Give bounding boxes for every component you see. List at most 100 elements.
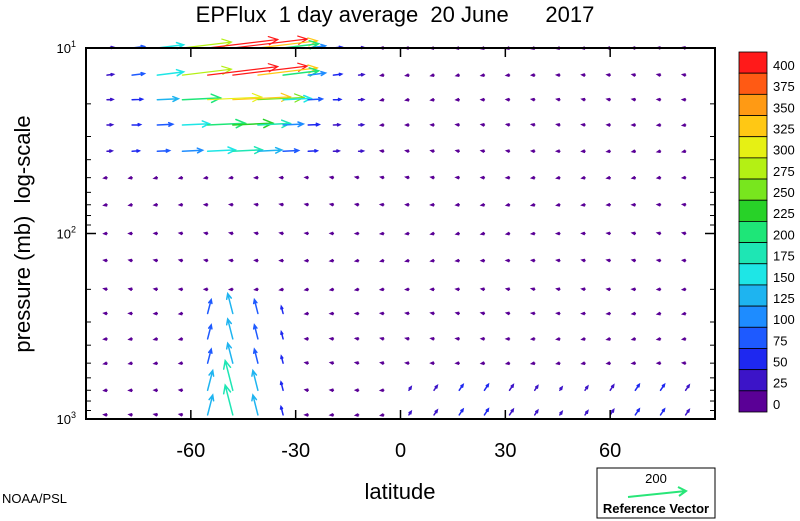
flux-arrow — [655, 123, 662, 127]
flux-arrow — [508, 407, 515, 416]
flux-arrow — [127, 231, 133, 236]
flux-arrow — [529, 287, 536, 291]
flux-arrow — [429, 149, 435, 153]
flux-arrow — [634, 382, 641, 392]
flux-arrow — [332, 123, 342, 127]
flux-arrow — [580, 203, 586, 207]
flux-arrow — [353, 175, 360, 180]
flux-arrow — [177, 337, 184, 341]
flux-arrow — [253, 202, 259, 207]
colorbar-swatch — [738, 369, 768, 392]
flux-arrow — [102, 337, 108, 341]
flux-arrow — [580, 231, 586, 236]
flux-arrow — [655, 149, 662, 154]
flux-arrow — [404, 311, 410, 316]
colorbar-swatch — [738, 115, 768, 138]
flux-arrow — [605, 123, 611, 127]
flux-arrow — [580, 337, 586, 341]
flux-arrow — [227, 287, 234, 292]
flux-arrow — [680, 202, 687, 207]
flux-arrow — [630, 97, 637, 102]
chart-title: EPFlux 1 day average 20 June 2017 — [196, 2, 595, 27]
flux-arrow — [454, 258, 460, 263]
flux-arrow — [555, 203, 561, 207]
flux-arrow — [634, 407, 641, 416]
flux-arrow — [357, 97, 366, 102]
flux-arrow — [282, 148, 301, 154]
colorbar-label: 100 — [773, 312, 795, 327]
flux-arrow — [479, 175, 486, 180]
flux-arrow — [181, 65, 233, 76]
flux-arrow — [328, 258, 335, 263]
flux-arrow — [127, 203, 133, 207]
colorbar-label: 0 — [773, 397, 780, 412]
x-tick-label: 60 — [599, 440, 621, 462]
flux-arrow — [483, 382, 490, 392]
flux-arrow — [206, 118, 248, 129]
flux-arrow — [127, 311, 133, 316]
flux-arrow — [580, 287, 586, 291]
flux-arrow — [655, 231, 662, 236]
colorbar-label: 200 — [773, 227, 795, 242]
flux-arrow — [227, 258, 234, 263]
colorbar-label: 125 — [773, 291, 795, 306]
flux-arrow — [353, 361, 360, 365]
flux-arrow — [680, 287, 687, 292]
flux-arrow — [328, 287, 335, 292]
flux-arrow — [454, 73, 460, 77]
flux-arrow — [655, 287, 662, 292]
flux-arrow — [580, 176, 586, 180]
flux-arrow — [378, 311, 385, 316]
flux-arrow — [529, 361, 536, 366]
flux-arrow — [454, 311, 460, 316]
flux-arrow — [206, 393, 215, 416]
flux-arrow — [630, 287, 637, 292]
flux-arrow — [156, 148, 172, 153]
colorbar: 4003753503253002752502252001751501251007… — [738, 51, 795, 413]
x-axis-ticks: -60 -30 0 30 60 — [176, 48, 621, 462]
flux-arrow — [454, 337, 460, 341]
flux-arrow — [253, 175, 259, 180]
flux-arrow — [504, 203, 511, 207]
flux-arrow — [102, 258, 108, 263]
flux-arrow — [630, 73, 637, 77]
x-axis-label: latitude — [365, 479, 436, 504]
flux-arrow — [353, 258, 360, 263]
flux-arrow — [152, 231, 159, 236]
flux-arrow — [404, 337, 410, 341]
flux-arrow — [379, 258, 385, 263]
flux-arrow — [555, 123, 561, 127]
flux-arrow — [328, 311, 335, 316]
flux-arrow — [152, 412, 159, 417]
flux-arrow — [257, 119, 292, 129]
flux-arrow — [580, 73, 586, 77]
flux-arrow — [479, 258, 486, 263]
flux-arrow — [529, 97, 536, 102]
colorbar-swatch — [738, 305, 768, 328]
flux-arrow — [483, 407, 490, 416]
flux-arrow — [353, 202, 360, 207]
flux-arrow — [227, 175, 234, 180]
flux-arrow — [127, 337, 133, 341]
flux-arrow — [458, 407, 465, 416]
flux-arrow — [504, 175, 511, 180]
flux-arrow — [479, 287, 486, 292]
flux-arrow — [605, 337, 611, 341]
flux-arrow — [680, 361, 687, 365]
flux-arrow — [605, 361, 611, 366]
flux-arrow — [655, 258, 662, 263]
flux-arrow — [106, 97, 115, 102]
reference-vector-arrow — [627, 486, 688, 498]
flux-arrow — [555, 287, 561, 291]
colorbar-label: 300 — [773, 143, 795, 158]
flux-arrow — [584, 409, 589, 416]
flux-arrow — [280, 329, 284, 340]
flux-arrow — [282, 94, 313, 103]
flux-arrow — [202, 287, 209, 292]
reference-vector-box: 200 Reference Vector — [596, 467, 716, 519]
flux-arrow — [504, 311, 511, 316]
flux-arrow — [102, 203, 108, 207]
flux-arrow — [378, 149, 385, 153]
colorbar-label: 325 — [773, 122, 795, 137]
flux-arrow — [252, 323, 259, 340]
